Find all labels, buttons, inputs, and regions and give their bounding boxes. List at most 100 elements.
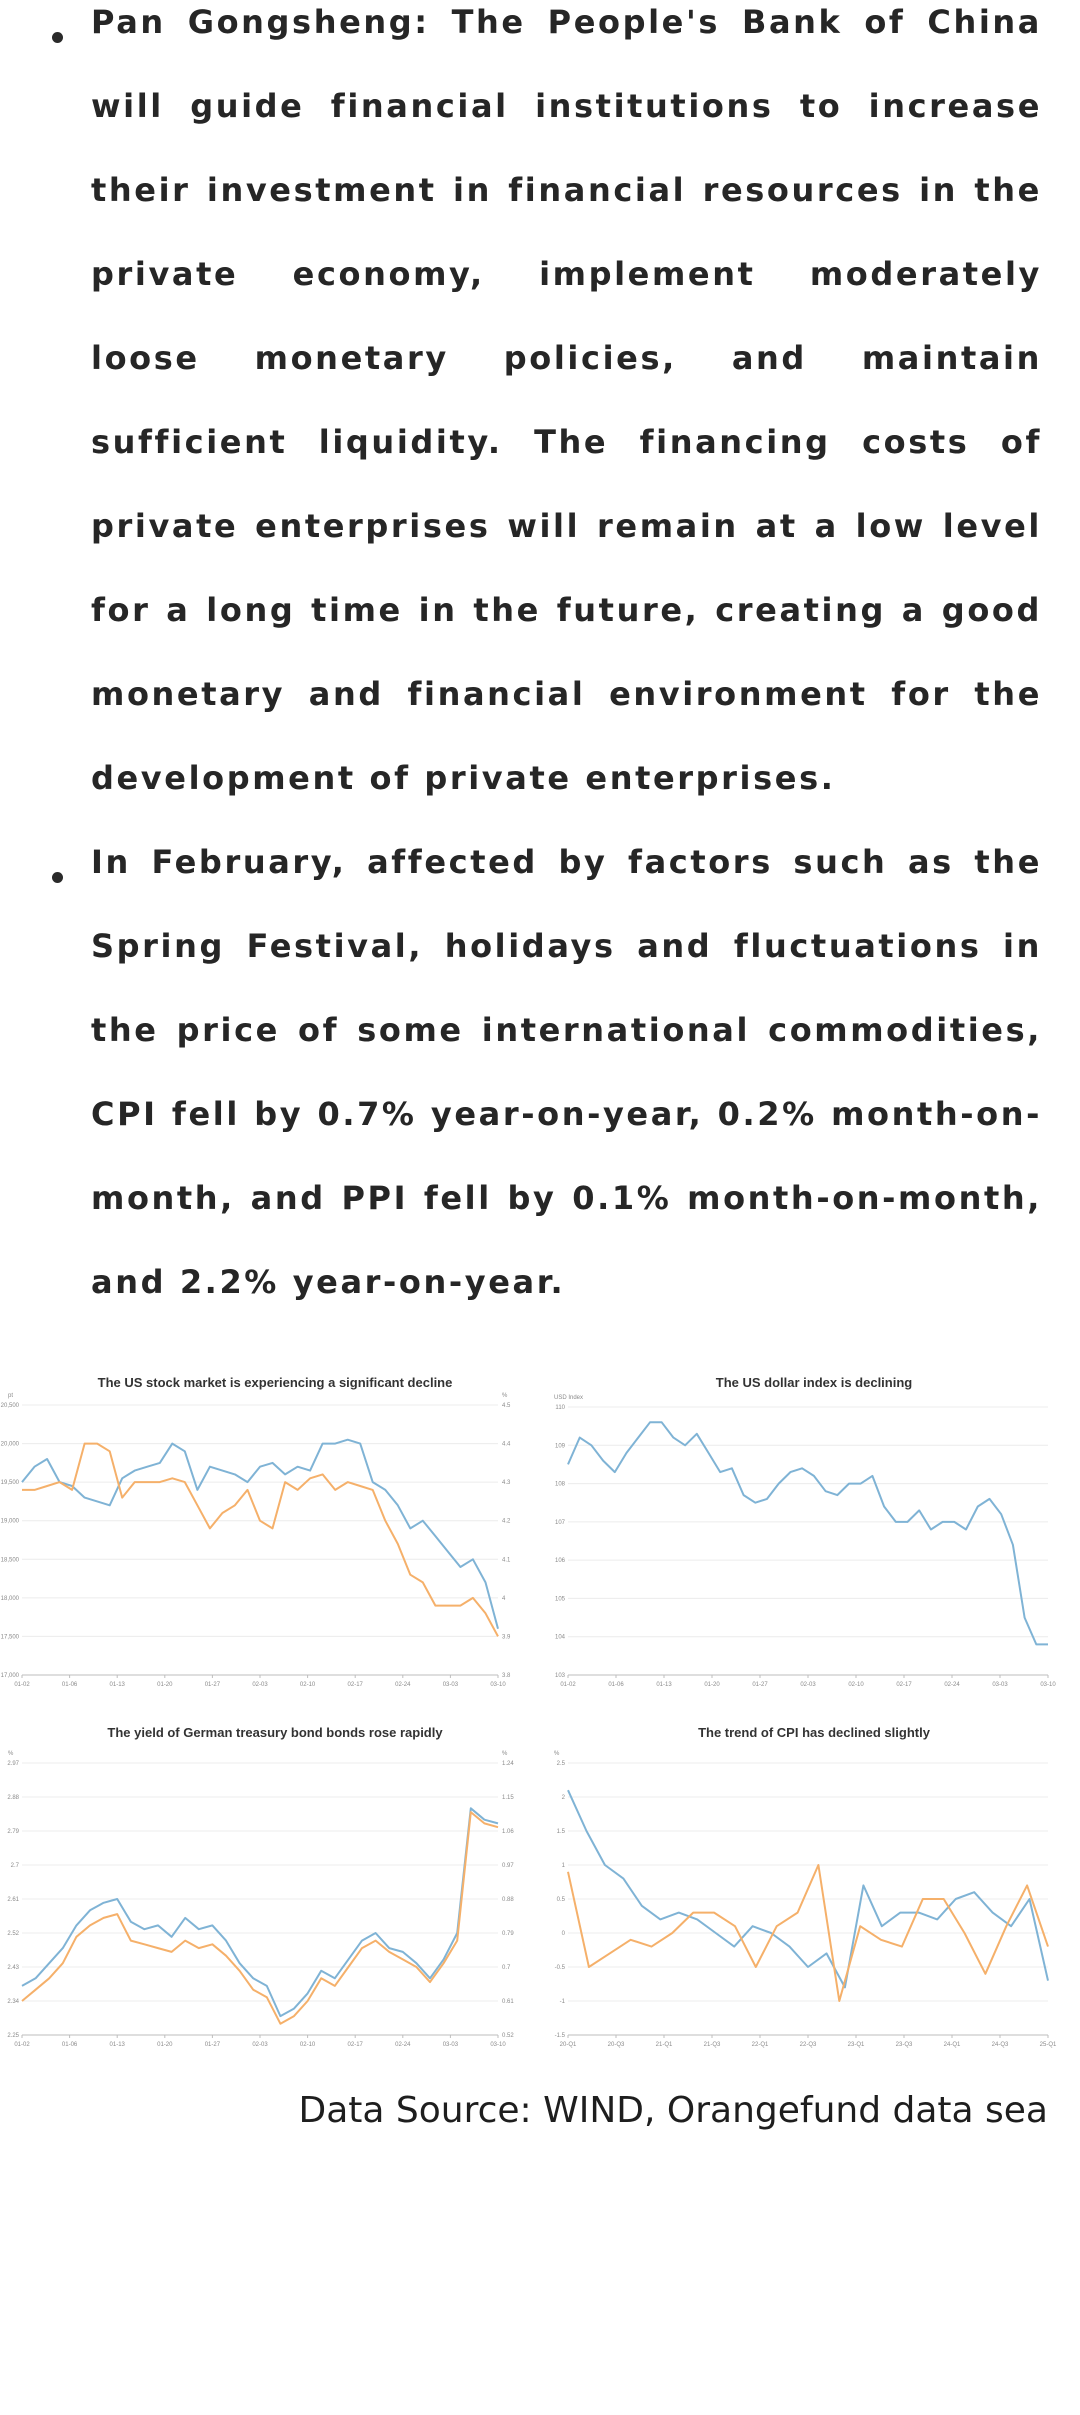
x-tick-label: 23-Q3 [896, 2042, 913, 2048]
series-line-blue [567, 1789, 1049, 1989]
x-tick-label: 01-20 [704, 1682, 720, 1688]
chart-svg: % 2.5 2 1.5 1 0.5 0 -0.5 -1 -1.5 20-Q1 20-Q3 21-Q1 21… [554, 1751, 1057, 2048]
chart-grid: The US stock market is experiencing a si… [0, 1375, 1080, 2065]
x-tick-label: 01-27 [752, 1682, 768, 1688]
x-tick-label: 21-Q1 [656, 2042, 673, 2048]
y2-tick-label: 4.3 [502, 1480, 511, 1486]
bullet-list: Pan Gongsheng: The People's Bank of Chin… [52, 0, 1042, 1344]
y-tick-label: 104 [555, 1635, 566, 1641]
x-tick-label: 03-03 [443, 1682, 459, 1688]
left-unit-label: % [554, 1751, 560, 1757]
y-tick-label: -1.5 [555, 2033, 566, 2039]
y2-tick-label: 0.52 [502, 2033, 514, 2039]
x-tick-label: 02-24 [395, 2042, 411, 2048]
right-unit-label: % [502, 1393, 508, 1399]
x-tick-label: 20-Q1 [560, 2042, 577, 2048]
right-unit-label: % [502, 1751, 508, 1757]
chart-title: The US stock market is experiencing a si… [97, 1375, 453, 1390]
y2-tick-label: 0.97 [502, 1863, 514, 1869]
y-tick-label: 18,000 [1, 1596, 20, 1602]
y-tick-label: 105 [555, 1596, 566, 1602]
x-tick-label: 02-17 [348, 1682, 364, 1688]
chart-title: The US dollar index is declining [715, 1375, 913, 1390]
series-line-blue [21, 1807, 499, 2018]
y-tick-label: 19,500 [1, 1480, 20, 1486]
series-line-blue [567, 1421, 1048, 1646]
y-tick-label: 2.52 [7, 1931, 19, 1937]
x-tick-label: 02-17 [348, 2042, 364, 2048]
y-tick-label: 2.5 [557, 1761, 566, 1767]
bullet-item-2: In February, affected by factors such as… [52, 840, 1042, 1344]
series-line-orange [567, 1864, 1049, 2002]
y2-tick-label: 3.9 [502, 1634, 511, 1640]
data-source-caption: Data Source: WIND, Orangefund data sea [298, 2090, 1048, 2131]
chart-svg: pt % 20,500 20,000 19,500 19,000 18,500 18,000 1… [1, 1393, 511, 1688]
german-bond-chart: The yield of German treasury bond bonds … [0, 1725, 530, 2065]
x-tick-label: 02-24 [395, 1682, 411, 1688]
series-line-blue [21, 1438, 499, 1629]
y-tick-label: 108 [555, 1482, 566, 1488]
x-tick-label: 02-03 [252, 1682, 268, 1688]
x-tick-label: 01-02 [14, 2042, 30, 2048]
y-tick-label: 2.61 [7, 1897, 19, 1903]
y-tick-label: 110 [555, 1405, 565, 1411]
y-tick-label: 2.88 [7, 1795, 19, 1801]
x-tick-label: 02-24 [944, 1682, 960, 1688]
usd-index-chart: The US dollar index is declining USD Ind… [548, 1375, 1080, 1705]
y2-tick-label: 4.5 [502, 1403, 511, 1409]
y-tick-label: 1.5 [557, 1829, 566, 1835]
y-tick-label: 2.25 [7, 2033, 19, 2039]
y2-tick-label: 0.79 [502, 1931, 514, 1937]
x-tick-label: 01-13 [110, 1682, 126, 1688]
x-tick-label: 02-03 [800, 1682, 816, 1688]
y-tick-label: 17,500 [1, 1634, 20, 1640]
left-unit-label: % [8, 1751, 14, 1757]
y-tick-label: 107 [555, 1520, 566, 1526]
chart-title: The trend of CPI has declined slightly [698, 1725, 930, 1740]
x-tick-label: 01-27 [205, 2042, 221, 2048]
x-tick-label: 02-10 [300, 2042, 316, 2048]
y-tick-label: 109 [555, 1443, 566, 1449]
y-tick-label: 18,500 [1, 1557, 20, 1563]
x-tick-label: 02-10 [300, 1682, 316, 1688]
cpi-trend-chart: The trend of CPI has declined slightly %… [548, 1725, 1080, 2065]
y-tick-label: 1 [562, 1863, 566, 1869]
x-tick-label: 01-27 [205, 1682, 221, 1688]
y2-tick-label: 0.61 [502, 1999, 514, 2005]
y2-tick-label: 1.24 [502, 1761, 514, 1767]
y-tick-label: 19,000 [1, 1519, 20, 1525]
y2-tick-label: 3.8 [502, 1673, 511, 1679]
bullet-text: Pan Gongsheng: The People's Bank of Chin… [91, 3, 1042, 797]
y2-tick-label: 4 [502, 1596, 506, 1602]
chart-svg: % % 2.97 2.88 2.79 2.7 2.61 2.52 2.43 2.34 2.25 1.2… [7, 1751, 514, 2048]
x-tick-label: 22-Q1 [752, 2042, 769, 2048]
left-unit-label: USD Index [554, 1395, 583, 1401]
bullet-dot-icon [52, 32, 63, 43]
x-tick-label: 03-10 [1040, 1682, 1056, 1688]
y-tick-label: 17,000 [1, 1673, 20, 1679]
x-tick-label: 02-03 [252, 2042, 268, 2048]
y2-tick-label: 1.06 [502, 1829, 514, 1835]
y-tick-label: 103 [555, 1673, 566, 1679]
x-tick-label: 03-03 [443, 2042, 459, 2048]
x-tick-label: 01-06 [608, 1682, 624, 1688]
x-tick-label: 01-06 [62, 2042, 78, 2048]
x-tick-label: 02-17 [896, 1682, 912, 1688]
x-tick-label: 01-06 [62, 1682, 78, 1688]
y-tick-label: 2.34 [7, 1999, 19, 2005]
y-tick-label: 2.79 [7, 1829, 19, 1835]
y-tick-label: 2.43 [7, 1965, 19, 1971]
y-tick-label: -1 [560, 1999, 566, 2005]
y2-tick-label: 4.1 [502, 1557, 511, 1563]
x-tick-label: 24-Q3 [992, 2042, 1009, 2048]
x-tick-label: 03-03 [992, 1682, 1008, 1688]
x-tick-label: 22-Q3 [800, 2042, 817, 2048]
x-tick-label: 21-Q3 [704, 2042, 721, 2048]
y-tick-label: 2.7 [11, 1863, 20, 1869]
y-tick-label: 0 [562, 1931, 566, 1937]
y-tick-label: 0.5 [557, 1897, 566, 1903]
chart-svg: USD Index 110 109 108 107 106 105 104 103 01-02 01… [554, 1395, 1056, 1688]
x-tick-label: 20-Q3 [608, 2042, 625, 2048]
y-tick-label: -0.5 [555, 1965, 566, 1971]
y2-tick-label: 0.7 [502, 1965, 511, 1971]
